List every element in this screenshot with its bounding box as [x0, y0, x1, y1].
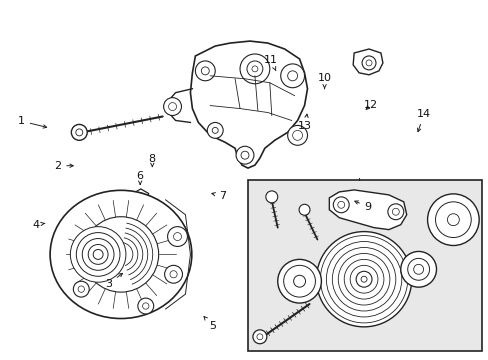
- Text: 14: 14: [416, 109, 430, 132]
- Circle shape: [82, 239, 114, 270]
- Text: 12: 12: [363, 100, 377, 110]
- Circle shape: [333, 197, 348, 213]
- Circle shape: [163, 98, 181, 116]
- Polygon shape: [190, 41, 307, 168]
- Circle shape: [337, 201, 344, 208]
- Circle shape: [287, 71, 297, 81]
- Circle shape: [236, 146, 253, 164]
- Circle shape: [76, 233, 120, 276]
- Circle shape: [70, 227, 126, 282]
- Circle shape: [142, 303, 149, 309]
- Text: 1: 1: [18, 116, 46, 128]
- Polygon shape: [352, 49, 382, 75]
- FancyBboxPatch shape: [247, 180, 481, 351]
- Circle shape: [71, 125, 87, 140]
- Circle shape: [427, 194, 478, 246]
- Circle shape: [201, 67, 209, 75]
- Circle shape: [241, 151, 248, 159]
- Circle shape: [293, 275, 305, 287]
- Circle shape: [287, 125, 307, 145]
- Circle shape: [361, 56, 375, 70]
- Circle shape: [164, 265, 182, 283]
- Circle shape: [136, 193, 145, 203]
- Circle shape: [167, 227, 187, 247]
- Circle shape: [78, 286, 84, 292]
- Circle shape: [88, 244, 108, 264]
- Circle shape: [138, 298, 153, 314]
- Circle shape: [212, 127, 218, 133]
- Text: 4: 4: [32, 220, 45, 230]
- Circle shape: [277, 260, 321, 303]
- Circle shape: [413, 264, 423, 274]
- Circle shape: [93, 249, 103, 260]
- Circle shape: [73, 281, 89, 297]
- Circle shape: [391, 208, 399, 215]
- Circle shape: [246, 61, 263, 77]
- Circle shape: [265, 191, 277, 203]
- Circle shape: [360, 276, 366, 282]
- Text: 5: 5: [203, 316, 216, 332]
- Circle shape: [299, 204, 309, 215]
- Circle shape: [168, 103, 176, 111]
- Circle shape: [435, 202, 470, 238]
- Circle shape: [355, 271, 371, 287]
- Circle shape: [387, 204, 403, 220]
- Circle shape: [447, 214, 458, 226]
- Circle shape: [207, 122, 223, 138]
- Text: 8: 8: [148, 154, 156, 167]
- Text: 3: 3: [105, 273, 122, 289]
- Text: 2: 2: [54, 161, 73, 171]
- Text: 9: 9: [354, 201, 371, 212]
- Circle shape: [400, 251, 436, 287]
- Circle shape: [283, 265, 315, 297]
- Circle shape: [252, 330, 266, 344]
- Circle shape: [316, 231, 411, 327]
- Circle shape: [240, 54, 269, 84]
- Text: 13: 13: [298, 114, 311, 131]
- Ellipse shape: [50, 190, 191, 319]
- Text: 7: 7: [211, 191, 226, 201]
- Circle shape: [292, 130, 302, 140]
- Text: 10: 10: [317, 73, 331, 89]
- Circle shape: [251, 66, 257, 72]
- Circle shape: [76, 129, 82, 136]
- Circle shape: [366, 60, 371, 66]
- Text: 6: 6: [137, 171, 143, 185]
- Polygon shape: [133, 189, 148, 207]
- Circle shape: [195, 61, 215, 81]
- Polygon shape: [328, 190, 406, 230]
- Circle shape: [170, 271, 177, 278]
- Circle shape: [256, 334, 263, 340]
- Circle shape: [280, 64, 304, 88]
- Circle shape: [83, 217, 158, 292]
- Text: 11: 11: [264, 55, 278, 71]
- Circle shape: [407, 258, 428, 280]
- Circle shape: [173, 233, 181, 240]
